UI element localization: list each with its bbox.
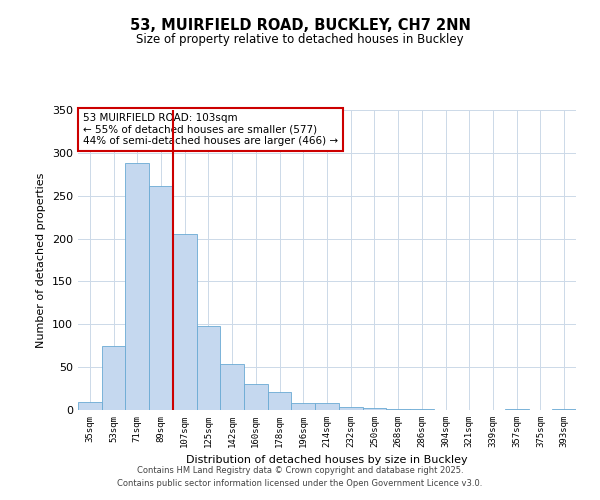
Bar xyxy=(339,406,362,410)
Bar xyxy=(552,409,576,410)
Bar xyxy=(362,408,386,410)
Bar xyxy=(292,403,315,410)
Bar xyxy=(410,409,434,410)
Bar xyxy=(268,392,292,410)
Bar xyxy=(505,409,529,410)
Bar xyxy=(315,403,339,410)
X-axis label: Distribution of detached houses by size in Buckley: Distribution of detached houses by size … xyxy=(186,456,468,466)
Text: 53, MUIRFIELD ROAD, BUCKLEY, CH7 2NN: 53, MUIRFIELD ROAD, BUCKLEY, CH7 2NN xyxy=(130,18,470,32)
Y-axis label: Number of detached properties: Number of detached properties xyxy=(37,172,46,348)
Bar xyxy=(78,402,102,410)
Bar xyxy=(149,186,173,410)
Bar xyxy=(102,346,125,410)
Text: 53 MUIRFIELD ROAD: 103sqm
← 55% of detached houses are smaller (577)
44% of semi: 53 MUIRFIELD ROAD: 103sqm ← 55% of detac… xyxy=(83,113,338,146)
Text: Contains HM Land Registry data © Crown copyright and database right 2025.
Contai: Contains HM Land Registry data © Crown c… xyxy=(118,466,482,487)
Bar xyxy=(197,326,220,410)
Bar xyxy=(386,409,410,410)
Bar xyxy=(125,163,149,410)
Bar xyxy=(244,384,268,410)
Bar xyxy=(173,234,197,410)
Text: Size of property relative to detached houses in Buckley: Size of property relative to detached ho… xyxy=(136,32,464,46)
Bar xyxy=(220,364,244,410)
